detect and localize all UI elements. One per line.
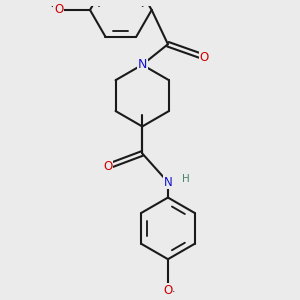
- Text: N: N: [164, 176, 172, 189]
- Text: O: O: [200, 51, 209, 64]
- Text: H: H: [182, 174, 190, 184]
- Text: O: O: [103, 160, 112, 173]
- Text: N: N: [138, 58, 147, 71]
- Text: O: O: [163, 284, 172, 297]
- Text: O: O: [54, 4, 63, 16]
